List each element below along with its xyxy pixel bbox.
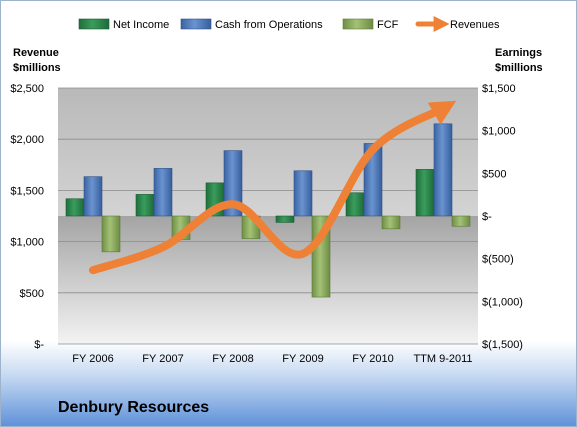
net-income-bar bbox=[275, 215, 295, 223]
cash-from-operations-bar bbox=[293, 170, 313, 217]
fcf-bar bbox=[381, 215, 401, 230]
legend-label: Cash from Operations bbox=[215, 19, 323, 31]
legend: Net Income Cash from Operations FCF Revenue… bbox=[78, 15, 500, 33]
right-tick-label: $(1,500) bbox=[482, 339, 523, 351]
left-axis-title-line-2: $millions bbox=[13, 62, 61, 74]
right-tick-label: $500 bbox=[482, 168, 506, 180]
left-tick-label: $1,000 bbox=[10, 237, 44, 249]
company-name: Denbury Resources bbox=[58, 399, 210, 416]
left-tick-label: $500 bbox=[20, 288, 44, 300]
left-axis-title: Revenue $millions bbox=[13, 46, 61, 76]
right-tick-label: $- bbox=[482, 211, 492, 223]
category-label: TTM 9-2011 bbox=[413, 353, 472, 365]
category-label: FY 2009 bbox=[282, 353, 323, 365]
legend-label: FCF bbox=[377, 19, 399, 31]
right-axis-title-line-2: $millions bbox=[495, 62, 543, 74]
left-tick-label: $2,000 bbox=[10, 134, 44, 146]
cash-from-operations-bar bbox=[153, 168, 173, 217]
legend-label: Net Income bbox=[113, 19, 169, 31]
fcf-bar bbox=[451, 215, 471, 227]
cash-from-operations-bar bbox=[223, 150, 243, 217]
right-tick-label: $1,000 bbox=[482, 126, 516, 138]
plot-area bbox=[58, 88, 478, 344]
cash-from-operations-bar bbox=[363, 143, 383, 217]
left-axis-title-line-1: Revenue bbox=[13, 47, 59, 59]
legend-cash-from-operations: Cash from Operations bbox=[180, 18, 323, 31]
legend-net-income: Net Income bbox=[78, 18, 169, 31]
category-label: FY 2008 bbox=[212, 353, 253, 365]
left-tick-label: $1,500 bbox=[10, 185, 44, 197]
legend-label: Revenues bbox=[450, 19, 500, 31]
category-label: FY 2006 bbox=[72, 353, 113, 365]
right-axis-title: Earnings $millions bbox=[495, 46, 543, 76]
left-tick-label: $- bbox=[34, 339, 44, 351]
category-label: FY 2010 bbox=[352, 353, 393, 365]
right-tick-label: $(500) bbox=[482, 254, 514, 266]
cash-from-operations-bar bbox=[83, 176, 103, 217]
legend-fcf: FCF bbox=[342, 18, 399, 31]
right-tick-label: $(1,000) bbox=[482, 296, 523, 308]
legend-swatch bbox=[342, 18, 374, 30]
revenues-line-path bbox=[89, 100, 457, 275]
right-tick-label: $1,500 bbox=[482, 83, 516, 95]
net-income-bar bbox=[345, 192, 365, 217]
tick-labels: $- $500 $1,000 $1,500 $2,000 $2,500 $(1,500) $(… bbox=[10, 83, 523, 365]
net-income-bar bbox=[135, 194, 155, 217]
net-income-bar bbox=[65, 198, 85, 217]
right-axis-title-line-1: Earnings bbox=[495, 47, 543, 59]
fcf-bar bbox=[101, 215, 121, 253]
legend-revenues: Revenues bbox=[415, 15, 500, 33]
category-label: FY 2007 bbox=[142, 353, 183, 365]
legend-swatch bbox=[78, 18, 110, 30]
cash-from-operations-bar bbox=[433, 123, 453, 217]
gridlines bbox=[58, 87, 478, 345]
revenues-line bbox=[89, 100, 457, 275]
net-income-bar bbox=[415, 169, 435, 217]
legend-swatch bbox=[180, 18, 212, 30]
left-tick-label: $2,500 bbox=[10, 83, 44, 95]
